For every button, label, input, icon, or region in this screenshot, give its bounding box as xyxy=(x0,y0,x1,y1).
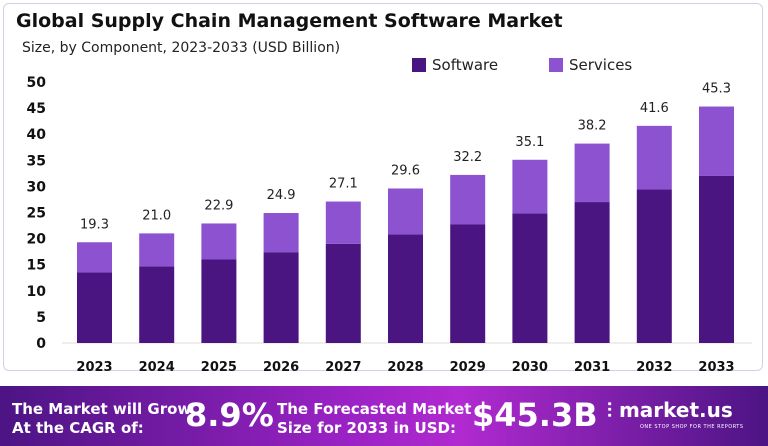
legend-swatch-services xyxy=(549,58,563,72)
bar-software xyxy=(636,189,672,343)
bar-services xyxy=(574,143,610,203)
x-tick-label: 2033 xyxy=(698,360,734,375)
legend-software: Software xyxy=(412,56,498,74)
bar-software xyxy=(325,243,361,343)
forecast-value: $45.3B xyxy=(472,396,598,434)
bar-services xyxy=(450,174,486,225)
bar-services xyxy=(263,213,299,253)
data-label: 21.0 xyxy=(142,208,171,223)
y-tick-label: 5 xyxy=(36,310,46,326)
forecast-label: The Forecasted Market Size for 2033 in US… xyxy=(277,400,472,437)
y-tick-label: 25 xyxy=(27,206,46,222)
legend-label: Software xyxy=(432,56,499,74)
bar-software xyxy=(574,202,610,343)
data-label: 41.6 xyxy=(640,101,669,116)
data-label: 19.3 xyxy=(80,217,109,232)
x-tick-label: 2031 xyxy=(574,360,610,375)
y-tick-label: 30 xyxy=(27,179,47,195)
bar-services xyxy=(77,242,112,273)
x-tick-label: 2023 xyxy=(76,360,112,375)
bar-software xyxy=(699,175,734,343)
y-tick-label: 20 xyxy=(27,232,47,248)
data-label: 32.2 xyxy=(453,150,482,165)
x-tick-label: 2024 xyxy=(139,360,175,375)
legend-services: Services xyxy=(549,56,632,74)
chart-title: Global Supply Chain Management Software … xyxy=(16,10,563,32)
bar-software xyxy=(263,252,299,343)
data-label: 45.3 xyxy=(702,82,731,97)
chart-subtitle: Size, by Component, 2023-2033 (USD Billi… xyxy=(22,40,341,56)
bar-software xyxy=(139,266,175,343)
x-tick-label: 2025 xyxy=(201,360,237,375)
legend-swatch-software xyxy=(412,58,426,72)
x-tick-label: 2026 xyxy=(263,360,299,375)
bar-services xyxy=(388,188,423,235)
y-tick-label: 35 xyxy=(27,153,46,169)
bar-software xyxy=(388,234,423,343)
y-tick-label: 40 xyxy=(27,127,47,143)
y-tick-label: 10 xyxy=(27,284,47,300)
summary-banner: The Market will Grow At the CAGR of: 8.9%… xyxy=(0,386,768,446)
y-tick-label: 0 xyxy=(36,336,46,352)
legend-label: Services xyxy=(569,56,633,74)
bar-software xyxy=(512,213,548,343)
bar-services xyxy=(325,201,361,244)
x-tick-label: 2030 xyxy=(512,360,548,375)
bar-services xyxy=(201,223,237,260)
brand-tagline: ONE STOP SHOP FOR THE REPORTS xyxy=(640,424,744,430)
bar-services xyxy=(139,233,175,267)
cagr-label: The Market will Grow At the CAGR of: xyxy=(12,400,192,437)
chart-plot: 0510152025303540455019.3202321.0202422.9… xyxy=(27,75,752,375)
bar-services xyxy=(636,125,672,190)
x-tick-label: 2027 xyxy=(325,360,361,375)
data-label: 24.9 xyxy=(267,188,296,203)
bar-software xyxy=(450,224,486,343)
data-label: 38.2 xyxy=(578,119,607,134)
data-label: 22.9 xyxy=(204,198,233,213)
x-tick-label: 2028 xyxy=(387,360,423,375)
bar-services xyxy=(699,106,734,176)
bar-services xyxy=(512,159,548,214)
bar-software xyxy=(77,272,112,343)
data-label: 29.6 xyxy=(391,163,420,178)
y-tick-label: 45 xyxy=(27,101,46,117)
cagr-value: 8.9% xyxy=(185,396,274,434)
data-label: 27.1 xyxy=(329,177,358,192)
brand-logo: ⫶ market.us xyxy=(607,398,733,422)
y-tick-label: 15 xyxy=(27,258,46,274)
data-label: 35.1 xyxy=(515,135,544,150)
x-tick-label: 2032 xyxy=(636,360,672,375)
chart-frame xyxy=(3,3,763,371)
x-tick-label: 2029 xyxy=(450,360,486,375)
bar-software xyxy=(201,259,237,343)
y-tick-label: 50 xyxy=(27,75,47,91)
